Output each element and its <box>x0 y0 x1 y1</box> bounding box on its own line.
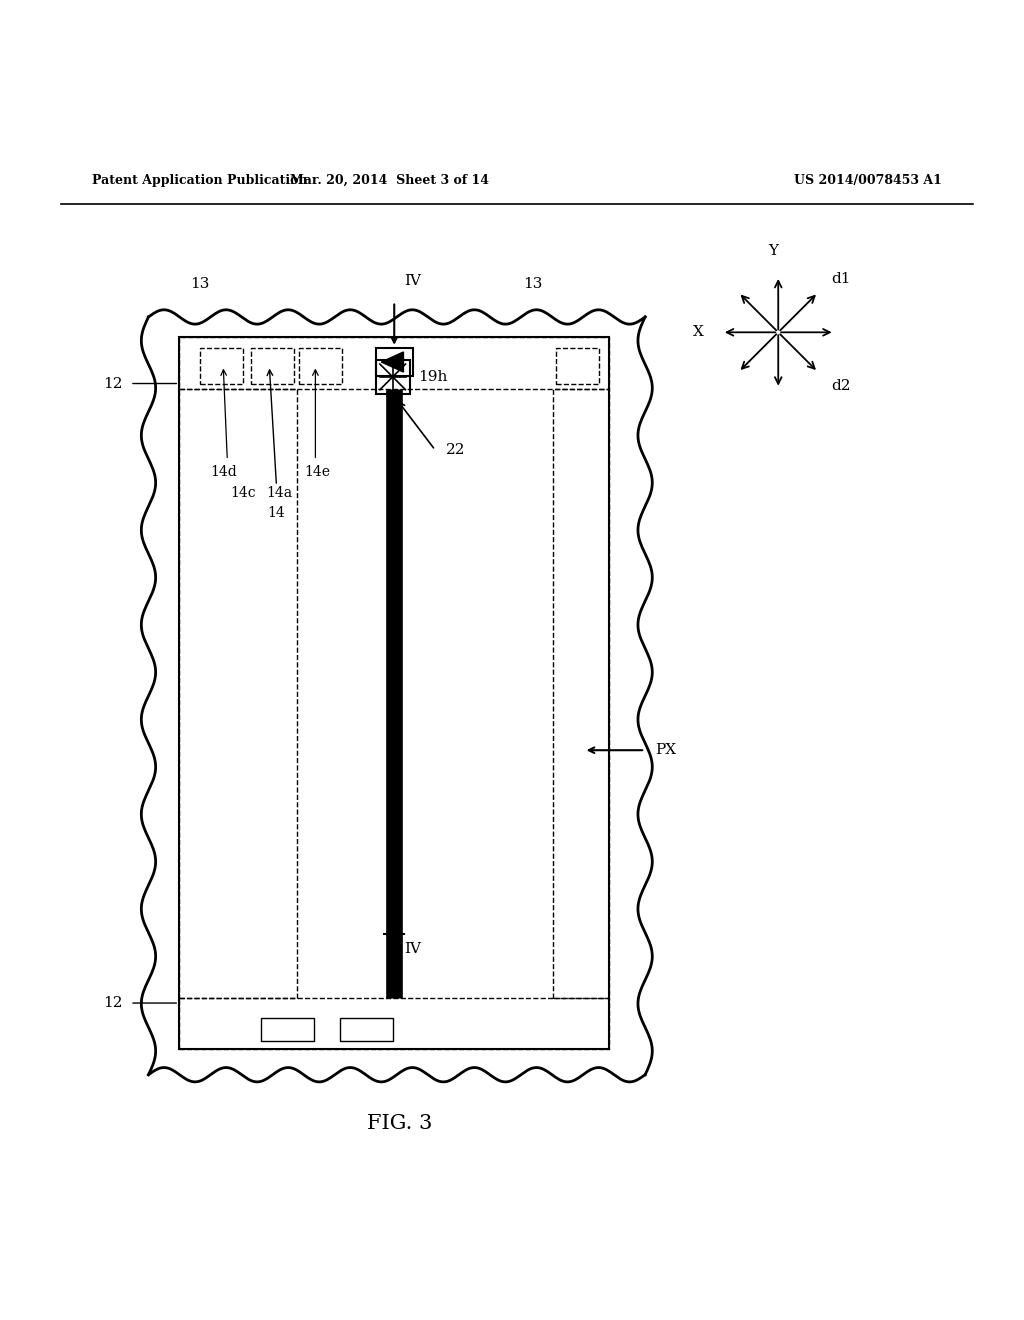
Bar <box>179 338 609 1049</box>
Bar <box>553 388 609 998</box>
Text: IV: IV <box>404 941 422 956</box>
Text: X: X <box>692 325 703 339</box>
Text: Y: Y <box>768 244 778 257</box>
Text: 22: 22 <box>445 444 465 457</box>
Bar <box>179 388 297 998</box>
Bar <box>179 998 609 1049</box>
Bar <box>261 1019 314 1041</box>
Text: 12: 12 <box>103 997 123 1010</box>
Text: 14c: 14c <box>229 486 256 500</box>
Bar <box>299 347 342 384</box>
Text: 14: 14 <box>267 507 286 520</box>
Bar <box>376 360 410 393</box>
Text: Patent Application Publication: Patent Application Publication <box>92 174 307 186</box>
Text: 14d: 14d <box>210 466 237 479</box>
Text: PX: PX <box>655 743 677 758</box>
Bar <box>376 347 413 376</box>
Text: US 2014/0078453 A1: US 2014/0078453 A1 <box>795 174 942 186</box>
Bar <box>251 347 294 384</box>
Text: 14a: 14a <box>266 486 293 500</box>
Text: 12: 12 <box>103 376 123 391</box>
Text: Mar. 20, 2014  Sheet 3 of 14: Mar. 20, 2014 Sheet 3 of 14 <box>290 174 488 186</box>
Text: FIG. 3: FIG. 3 <box>367 1114 432 1133</box>
Bar <box>340 1019 393 1041</box>
Text: d2: d2 <box>831 379 851 393</box>
Text: 14e: 14e <box>304 466 331 479</box>
Polygon shape <box>381 352 403 372</box>
Text: 13: 13 <box>190 277 209 292</box>
Text: 13: 13 <box>523 277 542 292</box>
Bar <box>556 347 599 384</box>
Bar <box>200 347 243 384</box>
Bar <box>179 338 609 388</box>
Text: 19h: 19h <box>418 370 447 384</box>
Text: IV: IV <box>404 275 422 288</box>
Text: d1: d1 <box>831 272 851 286</box>
